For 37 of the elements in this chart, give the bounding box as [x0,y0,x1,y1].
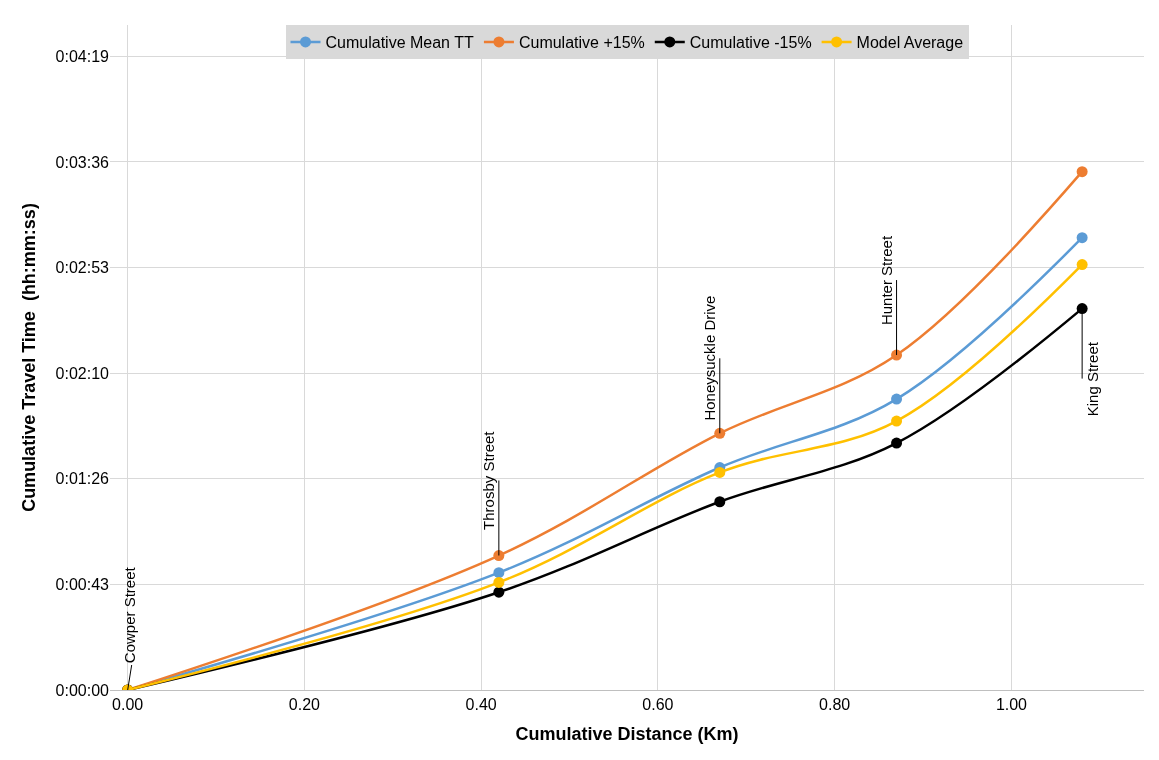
point [493,576,505,588]
point [1076,259,1088,271]
y-tick-label: 0:01:26 [55,470,110,488]
x-tick-label: 0.40 [465,696,497,714]
point [714,496,726,508]
point [714,427,726,439]
annotation: Throsby Street [479,430,497,530]
point [891,349,903,361]
y-tick-label: 0:00:43 [55,575,110,593]
annotation: Cowper Street [121,566,139,664]
legend-label: Cumulative +15% [518,34,645,52]
legend-label: Cumulative -15% [689,34,812,52]
point [891,437,903,449]
x-tick-label: 0.20 [288,696,321,714]
y-tick-label: 0:03:36 [55,153,110,171]
point [1076,166,1088,178]
point [714,466,726,478]
legend-label: Cumulative Mean TT [325,34,474,52]
annotation: King Street [1084,341,1102,417]
x-tick-label: 0.00 [112,696,144,714]
y-tick-label: 0:02:10 [55,364,110,382]
legend-label: Model Average [856,34,964,52]
point [1076,232,1088,244]
x-axis-title: Cumulative Distance (Km) [515,724,739,745]
annotation: Hunter Street [877,235,895,326]
point [493,586,505,598]
x-tick-label: 1.00 [995,696,1028,714]
x-tick-label: 0.80 [819,696,851,714]
y-tick-label: 0:00:00 [55,681,110,699]
point [493,567,505,579]
x-tick-label: 0.60 [642,696,674,714]
y-tick-label: 0:02:53 [55,259,110,277]
point [891,393,903,405]
point [891,415,903,427]
annotation: Honeysuckle Drive [701,295,718,421]
y-tick-label: 0:04:19 [55,47,110,65]
y-axis-title: Cumulative Travel Time (hh:mm:ss) [18,203,39,512]
